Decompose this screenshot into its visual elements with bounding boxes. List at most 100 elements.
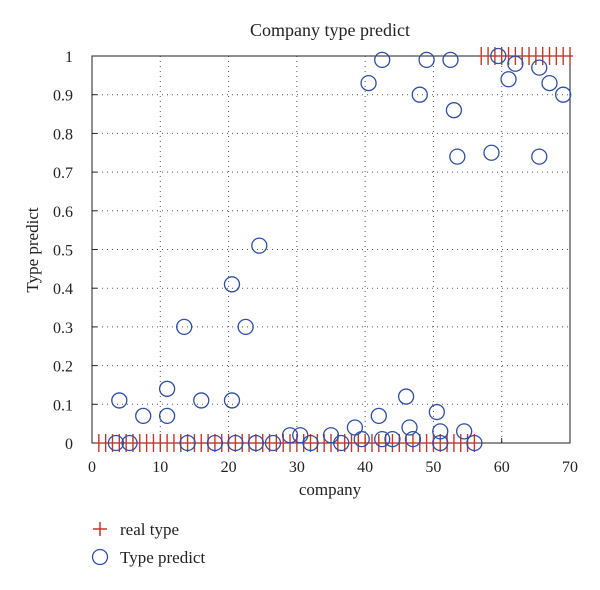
real-type-point [136,434,143,452]
real-type-point [164,434,171,452]
real-type-point [143,434,150,452]
type-predict-point [404,430,422,448]
real-type-point [211,434,218,452]
x-tick-label: 0 [88,459,96,476]
x-tick-label: 10 [152,459,168,476]
real-type-point [450,434,457,452]
x-tick-label: 60 [494,459,510,476]
type-predict-point [353,430,370,448]
type-predict-point [179,434,196,452]
x-tick-label: 40 [357,459,373,476]
real-type-point [375,434,382,452]
real-type-point [526,47,533,65]
type-predict-point [333,434,350,452]
type-predict-point [322,427,340,444]
grid-lines [92,56,570,443]
y-tick-label: 0.6 [53,204,73,221]
type-predict-point [432,423,449,440]
y-tick-label: 0.1 [53,397,73,414]
legend-item-type-predict: Type predict [91,548,205,567]
real-type-point [409,434,416,452]
type-predict-point [397,388,415,405]
real-type-point [246,434,253,452]
real-type-point [532,47,539,65]
type-predict-point [456,423,473,440]
real-type-point [457,434,464,452]
real-type-point [191,434,198,452]
type-predict-point [432,434,449,452]
type-predict-point [135,407,152,425]
real-type-point [95,434,102,452]
real-type-point [560,47,567,65]
type-predict-point [251,237,268,254]
real-type-point [423,434,430,452]
y-tick-label: 0 [65,436,73,453]
real-type-point [348,434,355,452]
real-type-point [478,47,485,65]
type-predict-point [227,434,244,452]
real-type-point [307,434,314,452]
real-type-point [368,434,375,452]
type-predict-point [158,407,176,425]
type-predict-point [531,59,548,76]
type-predict-point [531,148,548,165]
type-predict-point [483,144,500,161]
type-predict-point [411,86,428,103]
x-tick-label: 50 [425,459,441,476]
type-predict-point [466,434,483,452]
type-predict-point [107,434,125,452]
real-type-point [239,434,246,452]
legend-item-real-type: real type [93,520,179,539]
y-tick-label: 0.4 [53,281,73,298]
type-predict-point [370,407,387,425]
type-predict-point [223,276,241,293]
real-type-point [389,434,396,452]
type-predict-point [384,430,401,448]
real-type-point [539,47,546,65]
type-predict-point [555,86,572,103]
y-axis-title: Type predict [23,207,42,292]
type-predict-point [541,74,558,92]
real-type-point [259,434,266,452]
legend: real type Type predict [91,520,205,567]
type-predict-point [193,392,210,409]
x-tick-label: 30 [289,459,305,476]
real-type-point [150,434,157,452]
chart-title: Company type predict [250,20,410,40]
type-predict-point [176,318,193,336]
legend-label-type-predict: Type predict [120,548,205,567]
real-type-point [553,47,560,65]
series-type-predict [107,47,572,452]
y-tick-label: 0.8 [53,126,73,143]
real-type-point [464,434,471,452]
real-type-point [314,434,321,452]
type-predict-point [401,419,418,436]
real-type-point [102,434,109,452]
y-axis: 0 0.1 0.2 0.3 0.4 0.5 0.6 0.7 0.8 0.9 1 [53,49,97,453]
x-axis-title: company [299,480,362,499]
type-predict-point [346,419,364,436]
y-tick-label: 1 [65,49,73,66]
real-type-point [177,434,184,452]
type-predict-point [490,47,507,65]
type-predict-point [360,74,377,92]
real-type-point [184,434,191,452]
type-predict-point [428,403,445,421]
type-predict-point [418,51,435,69]
real-type-point [437,434,444,452]
type-predict-point [302,434,319,452]
x-axis: 0 10 20 30 40 50 60 70 [88,438,578,476]
type-predict-point [500,71,517,88]
real-type-point [362,434,369,452]
type-predict-point [223,392,241,409]
real-type-point [225,434,232,452]
real-type-point [232,434,239,452]
real-type-point [471,434,478,452]
y-tick-label: 0.5 [53,243,73,260]
type-predict-point [237,318,254,336]
y-tick-label: 0.3 [53,320,73,337]
y-tick-label: 0.7 [53,165,73,182]
type-predict-point [111,392,128,409]
real-type-point [567,47,573,65]
